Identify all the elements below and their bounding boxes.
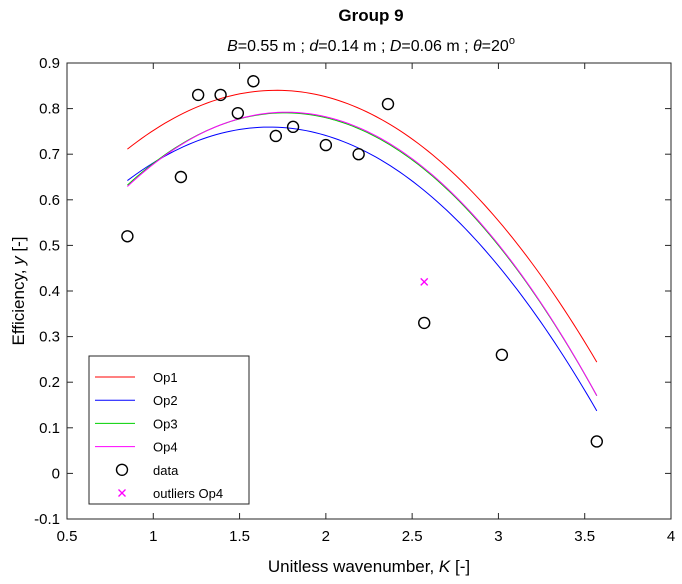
- data-point: [214, 88, 227, 102]
- y-tick-label: 0.8: [39, 101, 60, 118]
- data-point: [174, 170, 188, 184]
- y-tick-label: 0.7: [39, 146, 60, 163]
- legend-label-data: data: [153, 463, 179, 478]
- x-tick-label: 0.5: [57, 528, 78, 545]
- y-tick-label: 0.4: [39, 283, 60, 300]
- x-axis-label: Unitless wavenumber, K [-]: [268, 557, 470, 576]
- legend-label-outliers: outliers Op4: [153, 486, 223, 501]
- markers: [121, 75, 603, 448]
- data-point: [269, 129, 283, 143]
- data-point: [319, 138, 333, 152]
- data-point: [352, 147, 365, 161]
- curve-op1: [127, 89, 598, 363]
- y-axis-label: Efficiency, y [-]: [9, 237, 28, 346]
- x-tick-label: 1.5: [229, 528, 250, 545]
- data-point: [590, 435, 603, 448]
- legend-label-op3: Op3: [153, 416, 178, 431]
- x-tick-label: 3.5: [574, 528, 595, 545]
- data-point: [121, 230, 134, 243]
- legend-label-op2: Op2: [153, 393, 178, 408]
- data-point: [191, 88, 205, 102]
- x-tick-label: 2.5: [402, 528, 423, 545]
- chart-subtitle: B=0.55 m ; d=0.14 m ; D=0.06 m ; θ=20o: [227, 35, 515, 55]
- y-tick-label: 0.2: [39, 374, 60, 391]
- legend-box: [88, 355, 250, 505]
- legend: Op1 Op2 Op3 Op4 data outliers Op4: [88, 355, 250, 505]
- y-tick-label: 0.5: [39, 237, 60, 254]
- legend-swatch-outliers: [118, 489, 126, 497]
- chart-title: Group 9: [338, 6, 403, 25]
- outlier-point: [420, 277, 429, 286]
- legend-label-op4: Op4: [153, 440, 178, 455]
- y-tick-label: 0.6: [39, 192, 60, 209]
- y-tick-label: 0.3: [39, 329, 60, 346]
- y-tick-label: 0.9: [39, 55, 60, 72]
- x-tick-label: 4: [667, 528, 675, 545]
- x-tick-label: 1: [149, 528, 157, 545]
- data-point: [381, 97, 395, 111]
- data-point: [286, 120, 300, 134]
- x-tick-label: 2: [322, 528, 330, 545]
- legend-swatch-data: [115, 463, 129, 476]
- axis-ticks: 0.5 1 1.5 2 2.5 3 3.5 4 -0.1 0 0.1 0.2 0.3 0.4 0.5 0.6 0…: [34, 55, 675, 545]
- x-tick-label: 3: [494, 528, 502, 545]
- data-point: [418, 316, 431, 330]
- legend-label-op1: Op1: [153, 370, 178, 385]
- data-point: [247, 75, 260, 88]
- y-tick-label: 0.1: [39, 420, 60, 437]
- data-point: [495, 348, 509, 362]
- y-tick-label: -0.1: [34, 511, 60, 528]
- curve-op4: [127, 111, 598, 396]
- data-point: [231, 106, 245, 120]
- y-tick-label: 0: [52, 465, 60, 482]
